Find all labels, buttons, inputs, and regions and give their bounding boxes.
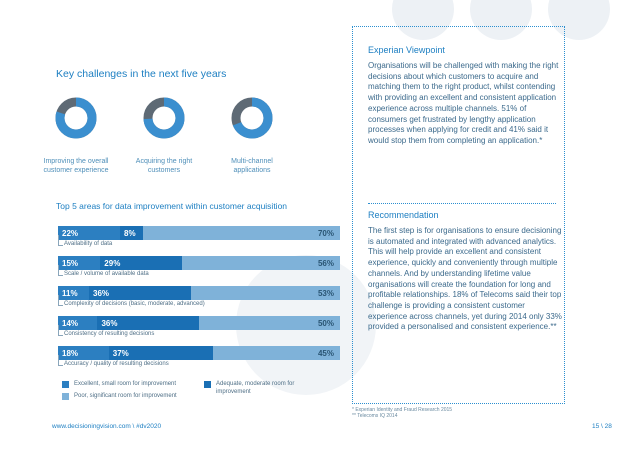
legend-swatch-poor <box>62 393 69 400</box>
viewpoint-panel <box>352 26 565 404</box>
donut-percent: 80% <box>65 111 87 123</box>
legend-swatch-adequate <box>204 381 211 388</box>
bar-segment: 45% <box>213 346 340 360</box>
bar-row: 15% 29% 56% <box>58 256 340 270</box>
legend-label-adequate: Adequate, moderate room for improvement <box>216 381 295 395</box>
donut-caption: Multi-channel applications <box>231 158 273 174</box>
footnote: * Experian Identity and Fraud Research 2… <box>352 407 453 413</box>
bar-segment: 50% <box>198 316 340 330</box>
bar-label: Complexity of decisions (basic, moderate… <box>58 295 205 307</box>
footnote: ** Telecoms IQ 2014 <box>352 413 398 419</box>
legend-label-poor: Poor, significant room for improvement <box>74 393 177 399</box>
bar-row: 14% 36% 50% <box>58 316 340 330</box>
viewpoint-title: Experian Viewpoint <box>368 45 445 55</box>
bar-segment: 11% <box>58 286 90 300</box>
bar-row: 18% 37% 45% <box>58 346 340 360</box>
bar-row: 22% 8% 70% <box>58 226 340 240</box>
donut-arc <box>55 97 97 139</box>
viewpoint-text: Organisations will be challenged with ma… <box>368 61 559 145</box>
bar-segment: 56% <box>182 256 340 270</box>
bar-segment: 14% <box>58 316 98 330</box>
donut-chart-acquiring-customers <box>143 97 185 139</box>
bar-label: Consistency of resulting decisions <box>58 325 154 337</box>
page-number: 15 \ 28 <box>592 423 612 430</box>
legend-swatch-excellent <box>62 381 69 388</box>
bar-segment: 15% <box>58 256 101 270</box>
donut-percent: 69% <box>241 111 263 123</box>
donut-caption: Improving the overall customer experienc… <box>43 158 109 174</box>
bar-segment: 36% <box>97 316 199 330</box>
bar-segment: 70% <box>142 226 340 240</box>
donut-chart-multi-channel <box>231 97 273 139</box>
bar-segment: 8% <box>120 226 143 240</box>
recommendation-text: The first step is for organisations to e… <box>368 226 562 332</box>
bar-segment: 29% <box>100 256 183 270</box>
donut-chart-customer-experience <box>55 97 97 139</box>
bar-segment: 53% <box>190 286 340 300</box>
bar-row: 11% 36% 53% <box>58 286 340 300</box>
footer-website: www.decisioningvision.com \ #dv2020 <box>52 423 162 430</box>
improvement-title: Top 5 areas for data improvement within … <box>56 201 288 211</box>
donut-percent: 74% <box>153 111 175 123</box>
donut-arc <box>231 97 273 139</box>
bar-label: Availability of data <box>58 235 112 247</box>
bar-label: Accuracy / quality of resulting decision… <box>58 355 169 367</box>
donut-caption: Acquiring the right customers <box>135 158 193 174</box>
bar-segment: 36% <box>89 286 191 300</box>
panel-divider <box>368 203 556 204</box>
recommendation-title: Recommendation <box>368 210 439 220</box>
challenges-title: Key challenges in the next five years <box>56 68 227 80</box>
bar-label: Scale / volume of available data <box>58 265 149 277</box>
donut-arc <box>143 97 185 139</box>
bar-segment: 18% <box>58 346 109 360</box>
bar-segment: 37% <box>108 346 214 360</box>
bar-segment: 22% <box>58 226 121 240</box>
legend-label-excellent: Excellent, small room for improvement <box>74 381 177 387</box>
